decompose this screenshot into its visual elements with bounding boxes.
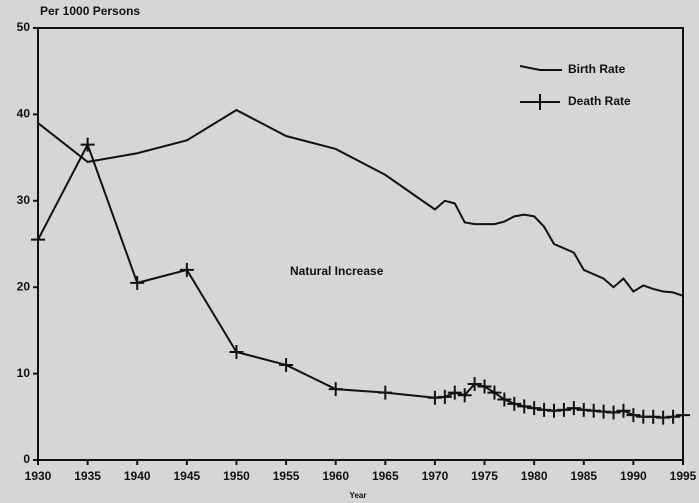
y-tick-label: 40 — [17, 107, 31, 121]
point-marker — [279, 357, 294, 372]
y-tick-label: 20 — [17, 279, 31, 293]
point-marker — [666, 409, 681, 424]
legend-label: Birth Rate — [568, 62, 626, 76]
point-marker — [676, 408, 690, 423]
point-marker — [566, 401, 581, 416]
y-axis-label: Per 1000 Persons — [40, 4, 140, 18]
x-tick-label: 1955 — [273, 469, 300, 483]
point-marker — [229, 345, 244, 359]
x-tick-label: 1995 — [670, 469, 697, 483]
point-marker — [457, 388, 472, 403]
point-marker — [467, 376, 482, 391]
point-marker — [507, 396, 522, 411]
point-marker — [328, 382, 343, 397]
point-marker — [626, 408, 641, 423]
x-axis-label: Year — [350, 491, 367, 500]
x-tick-label: 1930 — [25, 469, 52, 483]
series-line — [37, 108, 684, 297]
point-marker — [477, 379, 492, 394]
x-tick-label: 1950 — [223, 469, 250, 483]
y-tick-label: 0 — [23, 452, 30, 466]
annotation: Natural Increase — [290, 264, 384, 278]
point-marker — [556, 402, 571, 417]
point-marker — [179, 262, 194, 277]
point-marker — [378, 385, 393, 400]
x-tick-label: 1935 — [74, 469, 101, 483]
point-marker — [487, 385, 502, 400]
point-marker — [447, 385, 462, 400]
point-marker — [497, 392, 512, 407]
y-tick-label: 30 — [17, 193, 31, 207]
point-marker — [130, 275, 145, 290]
legend-label: Death Rate — [568, 94, 631, 108]
x-tick-label: 1980 — [521, 469, 548, 483]
point-marker — [616, 403, 631, 418]
x-tick-label: 1975 — [471, 469, 498, 483]
x-tick-label: 1990 — [620, 469, 647, 483]
point-marker — [527, 401, 542, 416]
point-marker — [606, 405, 621, 420]
y-tick-label: 10 — [17, 366, 31, 380]
legend-marker — [532, 94, 548, 110]
legend-swatch — [519, 65, 562, 71]
x-tick-label: 1960 — [322, 469, 349, 483]
point-marker — [517, 399, 532, 414]
x-tick-label: 1965 — [372, 469, 399, 483]
point-marker — [437, 389, 452, 404]
x-tick-label: 1970 — [422, 469, 449, 483]
series-line — [37, 142, 684, 419]
point-marker — [80, 137, 95, 152]
x-tick-label: 1945 — [173, 469, 200, 483]
y-tick-label: 50 — [17, 20, 31, 34]
point-marker — [31, 232, 45, 247]
x-tick-label: 1985 — [570, 469, 597, 483]
x-tick-label: 1940 — [124, 469, 151, 483]
